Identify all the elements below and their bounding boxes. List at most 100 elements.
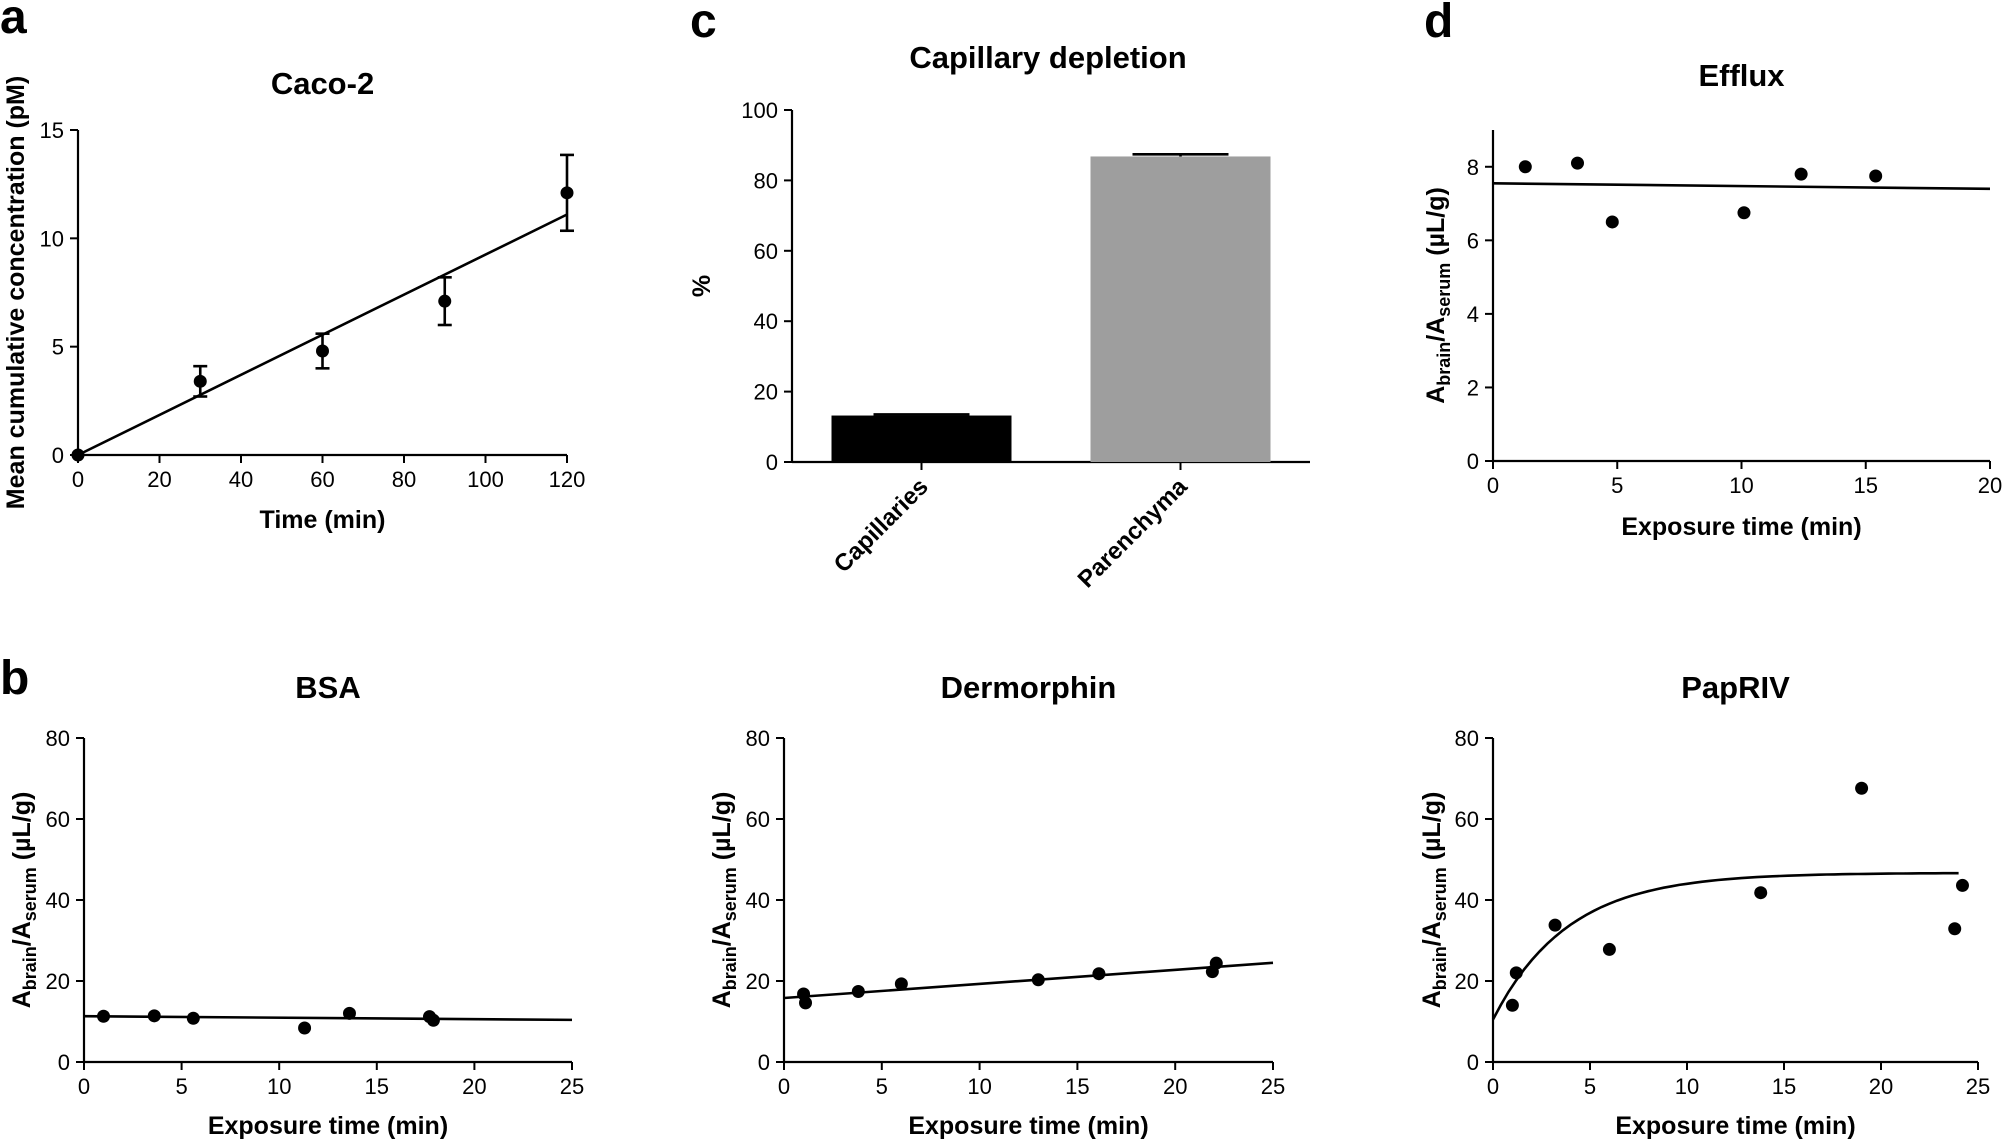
dermorphin-ytick-label: 40 [746,888,770,913]
paprIV-xtick-label: 25 [1966,1074,1990,1099]
dermorphin-ytick-label: 0 [758,1050,770,1075]
bsa-ytick-label: 0 [58,1050,70,1075]
paprIV-ytick-label: 60 [1455,807,1479,832]
dermorphin-data-point [851,985,865,999]
efflux-xtick-label: 10 [1729,473,1753,498]
panel-letter-c: c [690,0,717,48]
capillary-error-bar [873,413,970,416]
bsa-title: BSA [295,670,360,705]
capillary-ytick-label: 100 [741,98,778,123]
dermorphin-ytick-label: 20 [746,969,770,994]
efflux-ytick-label: 6 [1467,228,1479,253]
panel-letter-d: d [1424,0,1453,48]
bsa-ytick-label: 60 [46,807,70,832]
capillary-category-label: Capillaries [829,473,934,578]
caco2-data-point [193,374,207,388]
dermorphin-data-point [894,977,908,991]
paprIV-data-point [1855,781,1869,795]
dermorphin-xlabel: Exposure time (min) [908,1112,1148,1140]
efflux-xtick-label: 5 [1611,473,1623,498]
efflux-fit-line [1492,182,1991,191]
dermorphin-data-point [1092,967,1106,981]
efflux-xtick-label: 20 [1978,473,2002,498]
capillary-category-label: Parenchyma [1073,473,1193,593]
bsa-ytick-label: 80 [46,726,70,751]
dermorphin-xtick-label: 20 [1163,1074,1187,1099]
efflux-title: Efflux [1698,58,1785,93]
paprIV-data-point [1602,942,1616,956]
capillary-ytick-label: 80 [754,168,778,193]
dermorphin-xtick-label: 10 [967,1074,991,1099]
caco2-data-point [316,344,329,358]
paprIV-data-point [1505,998,1519,1012]
caco2-xtick-label: 60 [310,467,334,492]
efflux-xtick-label: 0 [1487,473,1499,498]
efflux-data-point [1518,160,1532,174]
panel-letter-b: b [0,652,29,705]
chart-efflux: Efflux 0 2 4 6 8 0 5 10 15 20 Exposure time (min) Ab… [1422,58,2002,541]
caco2-ytick-label: 5 [52,335,64,360]
caco2-title: Caco-2 [271,66,374,101]
bsa-data-point [298,1021,312,1035]
dermorphin-fit-line [783,961,1274,1000]
bsa-xtick-label: 10 [267,1074,291,1099]
paprIV-xtick-label: 0 [1487,1074,1499,1099]
efflux-ylabel: Abrain/Aserum (µL/g) [1422,187,1454,404]
chart-capillary-depletion: Capillary depletion 0 20 40 60 80 100% Capillar… [688,40,1310,593]
paprIV-ytick-label: 80 [1455,726,1479,751]
bsa-ytick-label: 40 [46,888,70,913]
dermorphin-xtick-label: 5 [876,1074,888,1099]
paprIV-xlabel: Exposure time (min) [1615,1112,1855,1140]
paprIV-data-point [1509,966,1523,980]
capillary-bar-capillaries [831,415,1012,462]
paprIV-data-point [1948,922,1962,936]
bsa-xtick-label: 25 [560,1074,584,1099]
efflux-data-point [1570,156,1584,170]
capillary-error-bar [1132,153,1229,157]
capillary-ytick-label: 20 [754,380,778,405]
dermorphin-data-point [1031,973,1045,987]
caco2-xtick-label: 120 [549,467,586,492]
efflux-ytick-label: 2 [1467,375,1479,400]
paprIV-ytick-label: 0 [1467,1050,1479,1075]
bsa-data-point [97,1009,111,1023]
caco2-data-point [438,294,452,308]
paprIV-xtick-label: 15 [1772,1074,1796,1099]
bsa-xtick-label: 5 [175,1074,187,1099]
paprIV-ytick-label: 20 [1455,969,1479,994]
caco2-ytick-label: 0 [52,443,64,468]
panel-letter-a: a [0,0,27,44]
efflux-data-point [1605,215,1619,229]
caco2-xtick-label: 40 [229,467,253,492]
caco2-xtick-label: 0 [72,467,84,492]
caco2-data-point [71,448,85,462]
bsa-xtick-label: 0 [78,1074,90,1099]
bsa-xtick-label: 20 [462,1074,486,1099]
paprIV-ylabel: Abrain/Aserum (µL/g) [1418,792,1450,1009]
paprIV-xtick-label: 20 [1869,1074,1893,1099]
paprIV-title: PapRIV [1681,670,1790,705]
paprIV-data-point [1754,886,1768,900]
caco2-xlabel: Time (min) [260,506,386,534]
bsa-xtick-label: 15 [365,1074,389,1099]
chart-bsa: BSA 0 20 40 60 80 0 5 10 15 20 25 Exposure time (min… [8,670,584,1140]
bsa-data-point [147,1009,161,1023]
bsa-data-point [426,1013,440,1027]
bsa-data-point [342,1006,356,1020]
capillary-ylabel: % [688,275,716,297]
dermorphin-xtick-label: 15 [1065,1074,1089,1099]
efflux-xlabel: Exposure time (min) [1621,513,1861,541]
bsa-data-point [186,1011,200,1025]
bsa-ytick-label: 20 [46,969,70,994]
dermorphin-ylabel: Abrain/Aserum (µL/g) [708,792,740,1009]
capillary-ytick-label: 0 [766,450,778,475]
chart-dermorphin: Dermorphin 0 20 40 60 80 0 5 10 15 20 25 Exposure ti… [708,670,1285,1140]
chart-paprIV: PapRIV 0 20 40 60 80 0 5 10 15 20 25 Exposure time (… [1418,670,1990,1140]
caco2-ytick-label: 10 [40,226,64,251]
dermorphin-title: Dermorphin [941,670,1117,705]
caco2-data-point [560,186,574,200]
paprIV-fit-curve [1491,871,1959,1021]
caco2-ytick-label: 15 [40,118,64,143]
capillary-title: Capillary depletion [909,40,1186,75]
